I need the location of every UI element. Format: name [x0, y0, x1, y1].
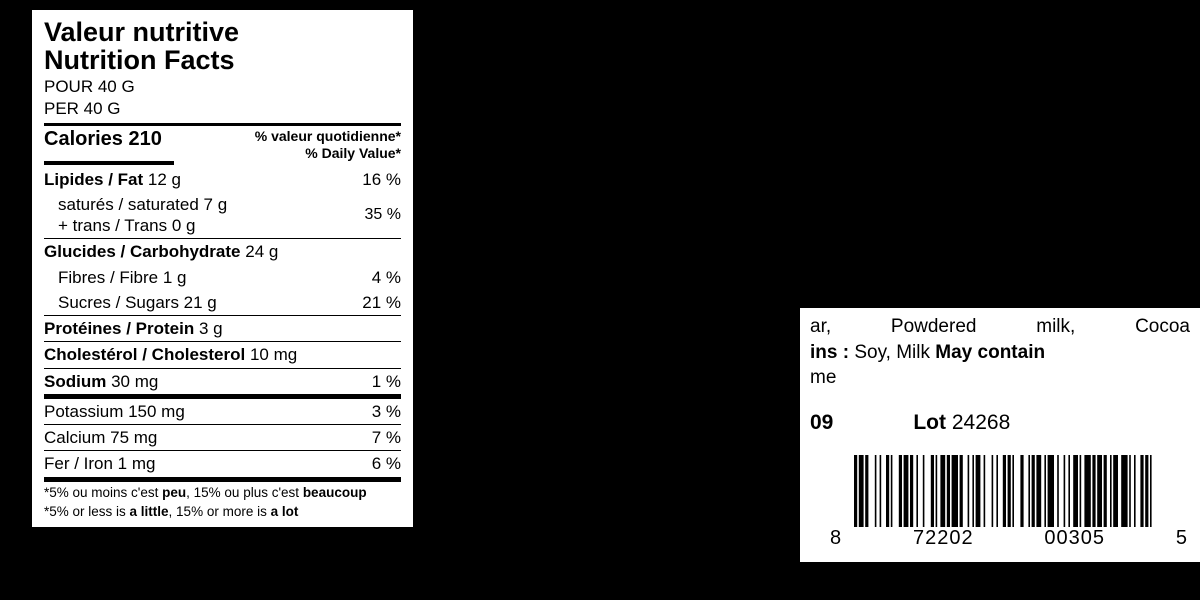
cholesterol-row: Cholestérol / Cholesterol 10 mg — [44, 342, 401, 367]
sugars-pct: 21 % — [362, 292, 401, 313]
dv-header-fr: % valeur quotidienne* — [255, 128, 401, 144]
calcium-row: Calcium 75 mg 7 % — [44, 425, 401, 450]
fat-label: Lipides / Fat 12 g — [44, 169, 181, 190]
sugars-label: Sucres / Sugars 21 g — [44, 292, 217, 313]
protein-label: Protéines / Protein 3 g — [44, 318, 223, 339]
sodium-label: Sodium 30 mg — [44, 371, 158, 392]
barcode-digit-group: 5 — [1176, 525, 1188, 552]
calories-row: Calories 210 % valeur quotidienne* % Dai… — [44, 126, 401, 162]
barcode-bars — [850, 455, 1190, 527]
fibre-row: Fibres / Fibre 1 g 4 % — [44, 265, 401, 290]
carb-label: Glucides / Carbohydrate 24 g — [44, 241, 278, 262]
trans-label: + trans / Trans 0 g — [44, 215, 227, 236]
nutrition-facts-panel: Valeur nutritive Nutrition Facts POUR 40… — [30, 8, 415, 529]
potassium-label: Potassium 150 mg — [44, 401, 185, 422]
title-en: Nutrition Facts — [44, 46, 401, 74]
calcium-pct: 7 % — [372, 427, 401, 448]
sat-trans-row: saturés / saturated 7 g + trans / Trans … — [44, 192, 401, 239]
fibre-pct: 4 % — [372, 267, 401, 288]
calories-underline — [44, 161, 174, 165]
protein-row: Protéines / Protein 3 g — [44, 316, 401, 341]
barcode-digit-group: 72202 — [913, 525, 974, 552]
barcode-digit-group: 8 — [830, 525, 842, 552]
iron-label: Fer / Iron 1 mg — [44, 453, 155, 474]
lot-row: 09 Lot 24268 — [810, 409, 1190, 437]
dv-header-en: % Daily Value* — [255, 145, 401, 161]
serving-fr: POUR 40 G — [44, 77, 401, 97]
saturated-label: saturés / saturated 7 g — [44, 194, 227, 215]
code-fragment: 09 — [810, 409, 833, 437]
lot: Lot 24268 — [913, 409, 1010, 437]
footnote-fr: *5% ou moins c'est peu, 15% ou plus c'es… — [44, 484, 401, 502]
barcode-digit-group: 00305 — [1044, 525, 1105, 552]
footnote-en: *5% or less is a little, 15% or more is … — [44, 503, 401, 521]
sodium-row: Sodium 30 mg 1 % — [44, 369, 401, 394]
calcium-label: Calcium 75 mg — [44, 427, 157, 448]
sat-pct: 35 % — [365, 206, 401, 224]
title-fr: Valeur nutritive — [44, 18, 401, 46]
calories-label: Calories 210 — [44, 128, 162, 151]
dv-header: % valeur quotidienne* % Daily Value* — [255, 128, 401, 160]
potassium-pct: 3 % — [372, 401, 401, 422]
potassium-row: Potassium 150 mg 3 % — [44, 399, 401, 424]
sodium-pct: 1 % — [372, 371, 401, 392]
fat-pct: 16 % — [362, 169, 401, 190]
iron-pct: 6 % — [372, 453, 401, 474]
fibre-label: Fibres / Fibre 1 g — [44, 267, 187, 288]
ingredients-fragment-1: ar, Powdered milk, Cocoa — [810, 314, 1190, 340]
sugars-row: Sucres / Sugars 21 g 21 % — [44, 290, 401, 315]
cholesterol-label: Cholestérol / Cholesterol 10 mg — [44, 344, 297, 365]
iron-row: Fer / Iron 1 mg 6 % — [44, 451, 401, 476]
ingredients-fragment-3: me — [810, 365, 1190, 391]
ingredients-fragment-2: ins : Soy, Milk May contain — [810, 340, 1190, 366]
barcode: 8 72202 00305 5 — [810, 455, 1190, 552]
rule-heavy — [44, 477, 401, 482]
barcode-digits: 8 72202 00305 5 — [830, 525, 1190, 552]
ingredients-panel: ar, Powdered milk, Cocoa ins : Soy, Milk… — [800, 308, 1200, 562]
fat-row: Lipides / Fat 12 g 16 % — [44, 167, 401, 192]
carb-row: Glucides / Carbohydrate 24 g — [44, 239, 401, 264]
serving-en: PER 40 G — [44, 99, 401, 119]
